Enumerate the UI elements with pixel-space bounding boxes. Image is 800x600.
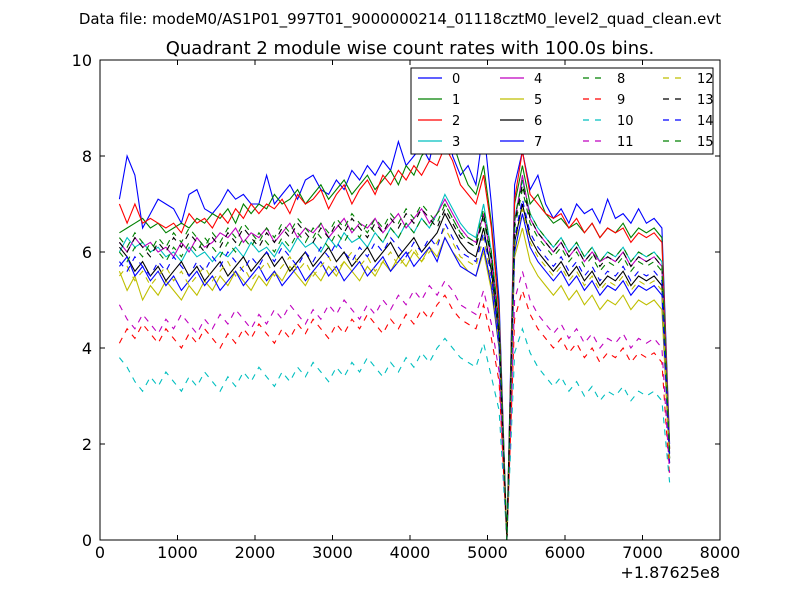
plot-area (118, 83, 671, 541)
x-offset-label: +1.87625e8 (620, 563, 720, 582)
axes-frame (99, 59, 721, 541)
series-line-12 (118, 208, 671, 541)
y-tick-label: 10 (72, 51, 92, 70)
series-line-0 (118, 83, 671, 541)
chart-title: Quadrant 2 module wise count rates with … (166, 38, 655, 59)
series-line-10 (118, 327, 671, 541)
series-line-5 (118, 227, 671, 541)
x-tick-label: 3000 (312, 543, 353, 562)
legend-label-7: 7 (534, 135, 542, 150)
series-line-2 (118, 145, 671, 541)
x-tick-label: 0 (95, 543, 105, 562)
legend-label-15: 15 (697, 135, 714, 150)
legend-label-1: 1 (452, 93, 460, 108)
series-line-15 (118, 179, 671, 541)
legend-label-10: 10 (617, 114, 634, 129)
legend-label-8: 8 (617, 72, 625, 87)
legend-label-9: 9 (617, 93, 625, 108)
legend-label-12: 12 (697, 72, 714, 87)
legend-label-5: 5 (534, 93, 542, 108)
legend-label-11: 11 (617, 135, 634, 150)
x-tick-label: 1000 (157, 543, 198, 562)
legend-box (410, 67, 714, 155)
legend-label-2: 2 (452, 114, 460, 129)
x-tick-label: 5000 (467, 543, 508, 562)
legend-label-6: 6 (534, 114, 542, 129)
legend-label-13: 13 (697, 93, 714, 108)
legend-label-3: 3 (452, 135, 460, 150)
x-tick-label: 6000 (545, 543, 586, 562)
series-line-8 (118, 189, 671, 541)
y-tick-label: 8 (82, 147, 92, 166)
x-tick-label: 4000 (390, 543, 431, 562)
series-line-9 (118, 288, 671, 541)
y-tick-label: 2 (82, 435, 92, 454)
legend-label-4: 4 (534, 72, 542, 87)
y-tick-label: 0 (82, 531, 92, 550)
x-tick-label: 7000 (622, 543, 663, 562)
legend-label-14: 14 (697, 114, 714, 129)
y-tick-label: 6 (82, 243, 92, 262)
suptitle: Data file: modeM0/AS1P01_997T01_90000002… (79, 10, 721, 29)
series-line-4 (118, 175, 671, 541)
x-tick-label: 2000 (235, 543, 276, 562)
legend-label-0: 0 (452, 72, 460, 87)
series-line-6 (118, 203, 671, 541)
x-tick-label: 8000 (700, 543, 741, 562)
series-line-7 (118, 213, 671, 541)
y-tick-label: 4 (82, 339, 92, 358)
